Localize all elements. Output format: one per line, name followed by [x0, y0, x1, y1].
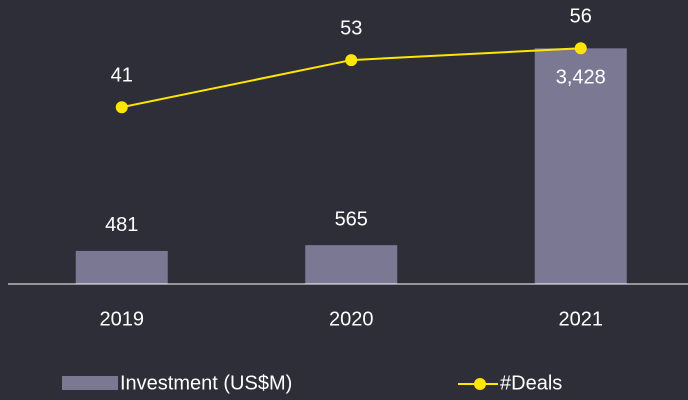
line-value-label: 53	[340, 17, 362, 39]
bar-value-label: 3,428	[556, 67, 606, 89]
line-point	[115, 101, 128, 114]
legend-swatch-marker	[474, 378, 486, 390]
x-tick-label: 2020	[329, 308, 374, 330]
legend-swatch	[62, 376, 118, 390]
line-point	[574, 42, 587, 55]
line-value-label: 56	[570, 6, 592, 28]
x-tick-label: 2019	[100, 308, 145, 330]
bar	[75, 250, 168, 284]
bar	[305, 245, 398, 284]
line-value-label: 41	[111, 64, 133, 86]
bar-value-label: 481	[105, 214, 138, 236]
line-point	[345, 54, 358, 67]
x-tick-label: 2021	[559, 308, 604, 330]
legend-label: #Deals	[500, 372, 562, 394]
bar-value-label: 565	[335, 208, 368, 230]
legend-label: Investment (US$M)	[120, 372, 292, 394]
bar	[534, 48, 627, 285]
